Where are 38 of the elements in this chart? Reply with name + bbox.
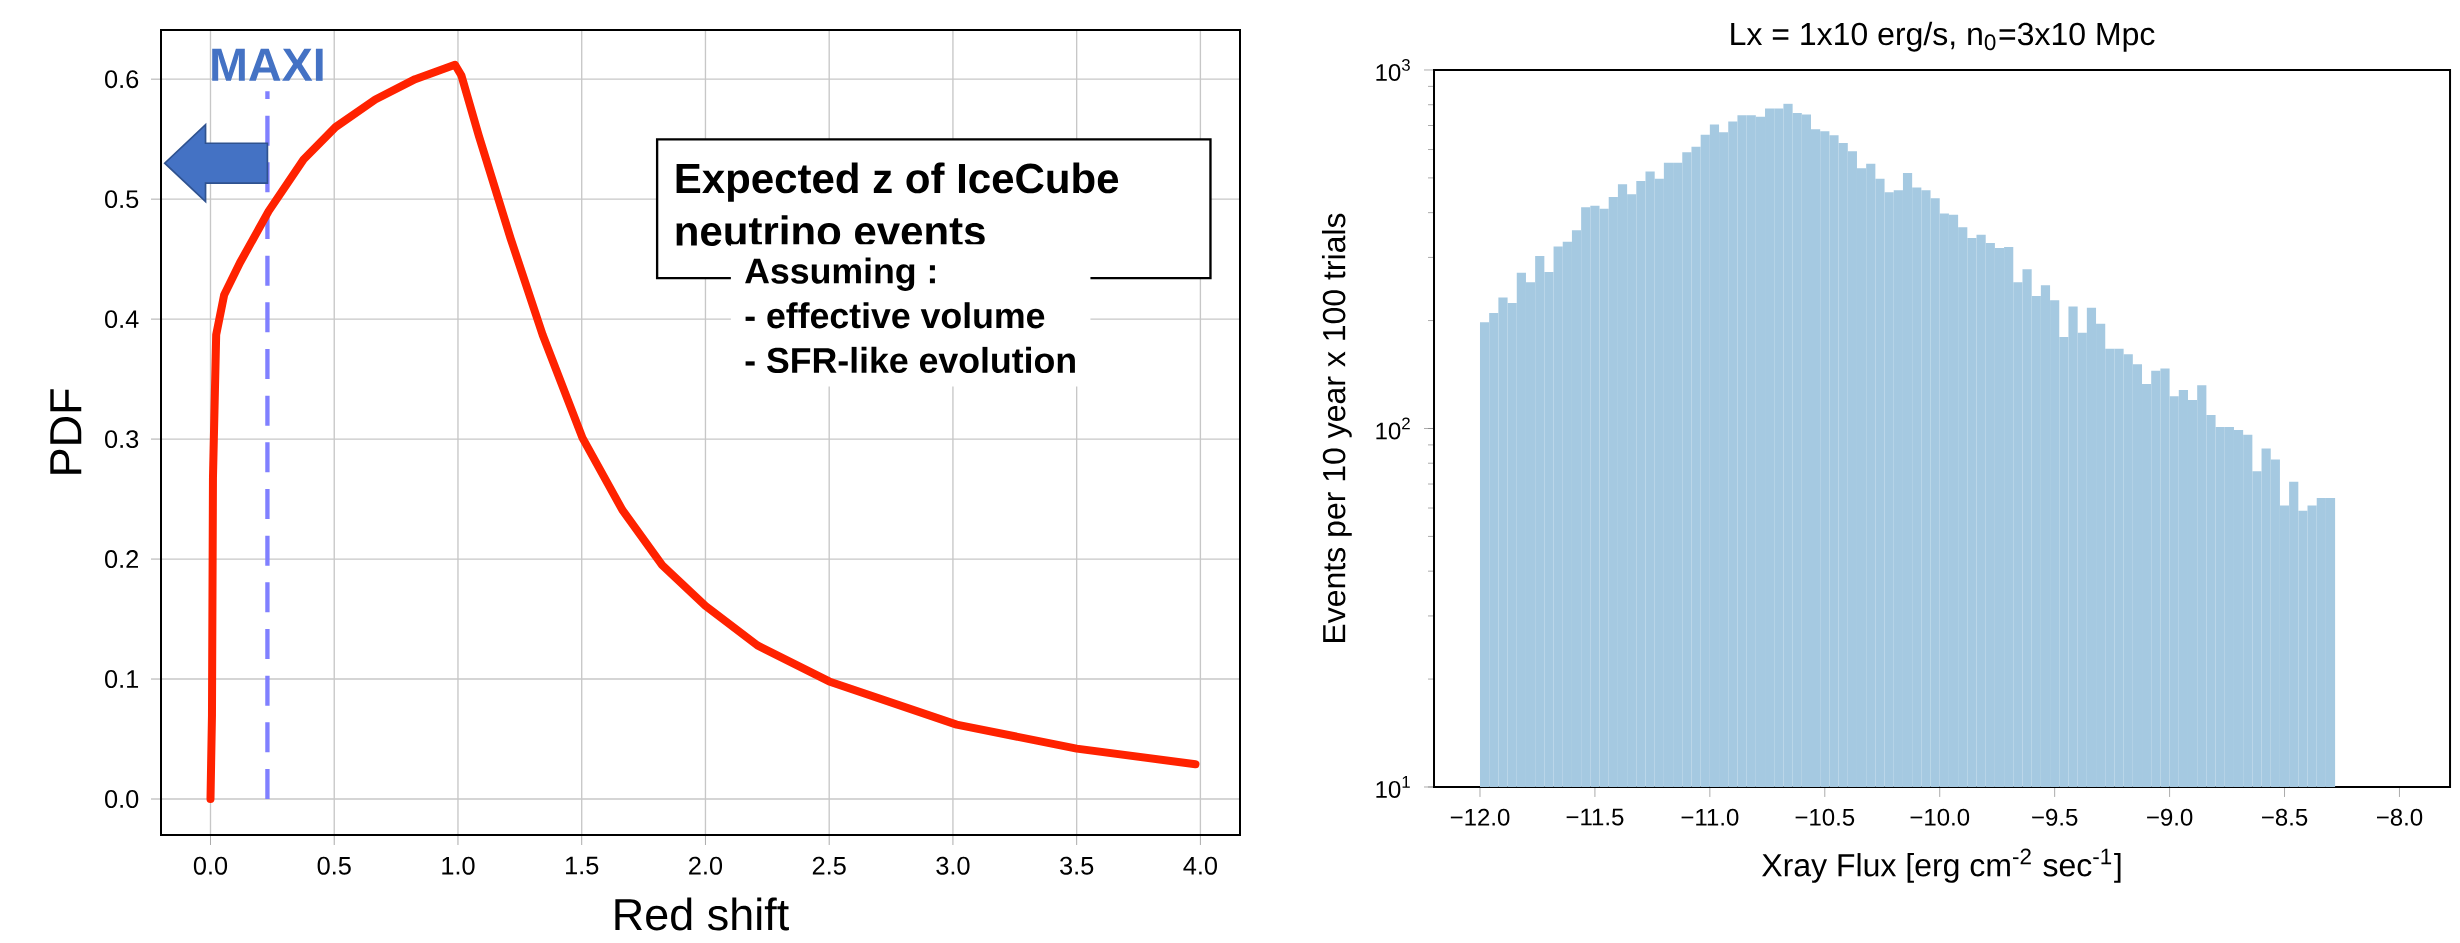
annotation: Expected z of IceCube neutrino events: [676, 162, 1119, 247]
x-tick-label: −9.5: [2032, 808, 2078, 826]
x-tick-label: −8.5: [2262, 808, 2308, 826]
x-tick-label: 1.5: [566, 856, 599, 875]
y-tick-label: 10$^{1}$: [1376, 776, 1410, 798]
chart-title: Lx = 1x10 erg/s, n$_{0}$=3x10 Mpc: [1731, 21, 2155, 52]
y-tick-label: 0.5: [105, 190, 139, 209]
x-tick-label: −9.0: [2147, 808, 2193, 826]
annotation: Assuming :: [745, 257, 935, 291]
x-tick-label: −12.0: [1450, 808, 1510, 826]
x-axis-title: Xray Flux [erg cm$^{-2}$ sec$^{-1}$]: [1762, 848, 2121, 883]
x-tick-label: 0.5: [317, 856, 351, 875]
y-tick-label: 0.0: [105, 790, 139, 808]
x-tick-label: 2.5: [812, 856, 846, 875]
x-tick-label: 3.0: [936, 856, 970, 875]
x-tick-label: −8.0: [2376, 808, 2423, 826]
x-tick-label: 3.5: [1060, 856, 1094, 875]
annotation: - effective volume: [745, 302, 1045, 329]
x-tick-label: 1.0: [442, 856, 475, 875]
x-tick-label: −10.0: [1910, 808, 1970, 826]
x-tick-label: −10.5: [1795, 808, 1855, 826]
x-axis-title: Red shift: [615, 897, 789, 931]
y-tick-label: 0.3: [105, 430, 139, 449]
y-axis-title: PDF: [50, 389, 82, 474]
y-tick-label: 0.6: [105, 70, 139, 89]
y-axis-title: Events per 10 year x 100 trials: [1321, 213, 1352, 642]
ref-line-label: MAXI: [212, 48, 323, 81]
x-tick-label: 4.0: [1183, 856, 1217, 875]
x-tick-label: 2.0: [689, 856, 723, 875]
x-tick-label: 0.0: [193, 856, 228, 875]
y-tick-label: 0.2: [105, 550, 138, 569]
annotation: - SFR-like evolution: [745, 346, 1075, 374]
y-tick-label: 0.1: [105, 670, 139, 689]
x-tick-label: −11.0: [1681, 808, 1739, 826]
y-tick-label: 0.4: [105, 310, 139, 329]
y-tick-label: 10$^{2}$: [1376, 417, 1410, 440]
y-tick-label: 10$^{3}$: [1376, 58, 1410, 81]
x-tick-label: −11.5: [1566, 808, 1624, 826]
